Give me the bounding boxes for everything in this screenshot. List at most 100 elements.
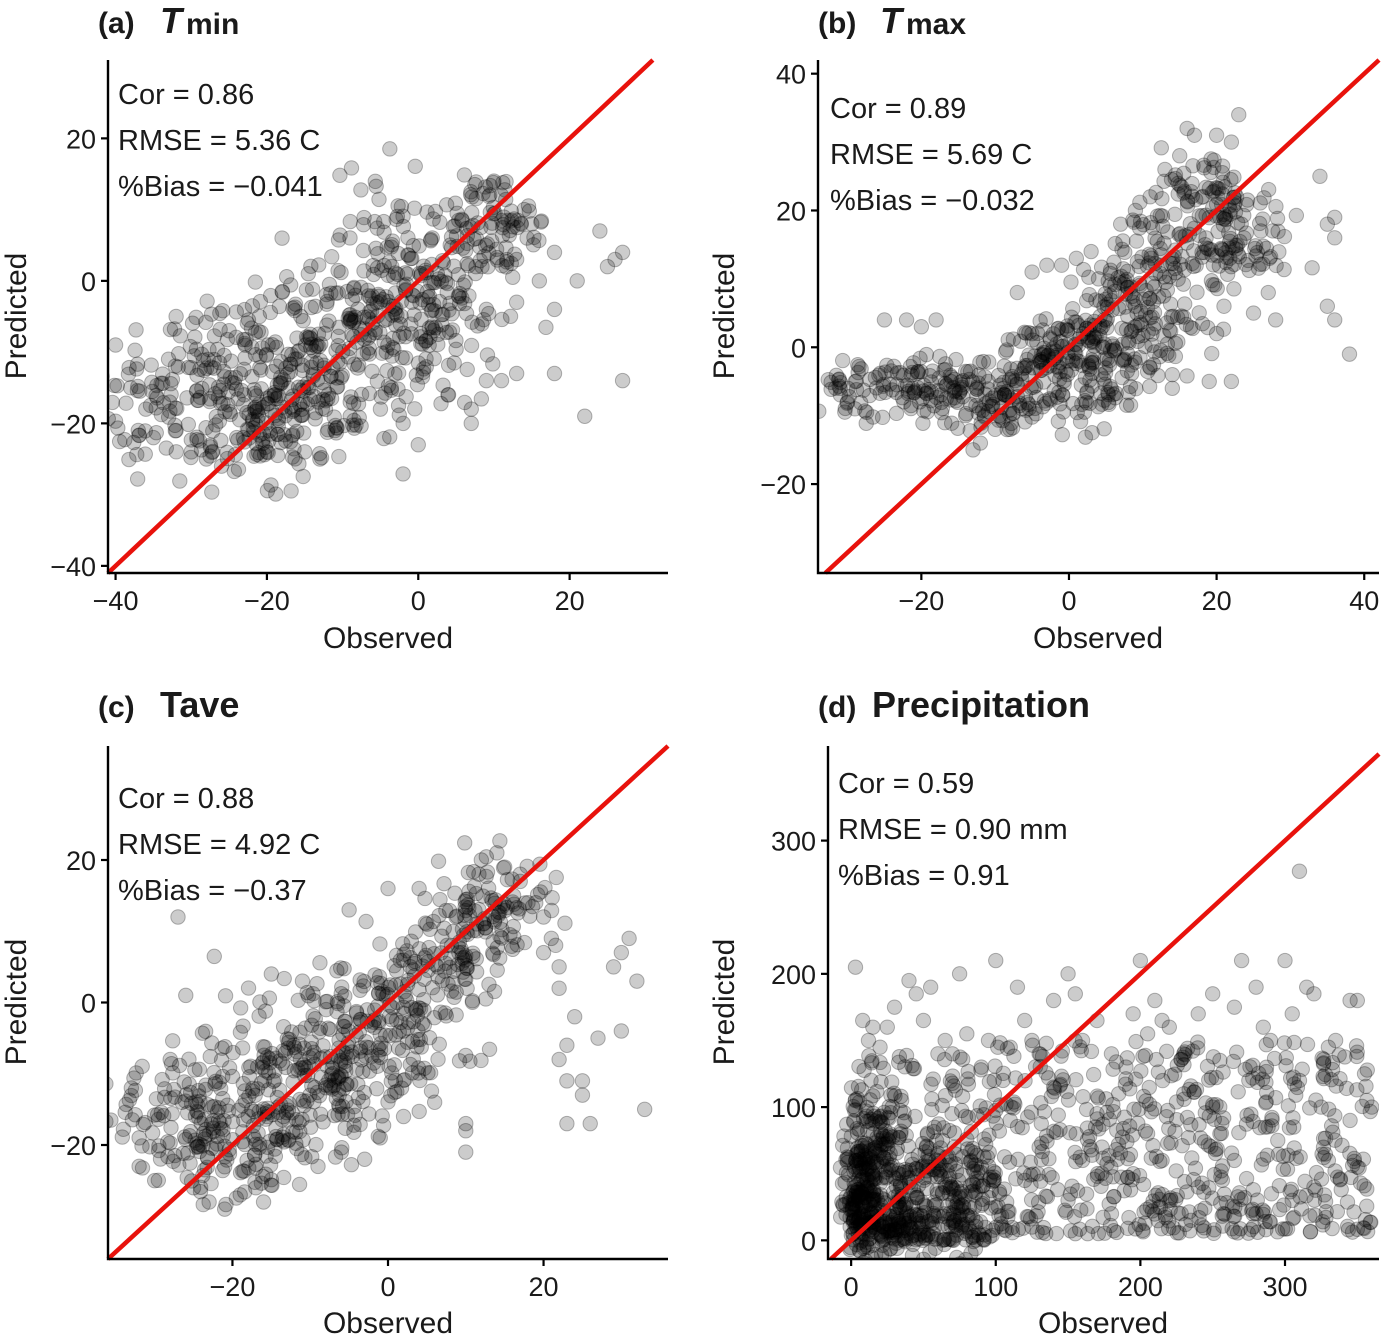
data-point <box>987 1058 1003 1074</box>
data-point <box>255 1038 271 1055</box>
data-point <box>1258 1094 1274 1110</box>
data-point <box>499 254 515 270</box>
data-point <box>1209 280 1225 297</box>
data-point <box>384 1065 400 1081</box>
data-point <box>108 413 124 429</box>
data-point <box>1349 1159 1366 1175</box>
data-point <box>249 403 265 420</box>
data-point <box>458 305 475 321</box>
data-point <box>869 1192 886 1209</box>
data-point <box>1167 206 1183 222</box>
data-point <box>861 1143 877 1159</box>
data-point <box>1141 290 1158 306</box>
data-point <box>983 1182 1000 1199</box>
data-point <box>250 1125 266 1141</box>
data-point <box>289 1140 305 1157</box>
data-point <box>370 1040 387 1056</box>
data-point <box>1133 303 1149 320</box>
data-point <box>289 1044 305 1060</box>
data-point <box>1079 385 1095 401</box>
data-point <box>283 1024 300 1040</box>
data-point <box>865 1183 882 1199</box>
data-point <box>919 1126 936 1143</box>
data-point <box>1073 377 1090 393</box>
data-point <box>858 1181 874 1198</box>
data-point <box>898 312 915 328</box>
data-point <box>1204 345 1220 362</box>
data-point <box>899 377 916 393</box>
data-point <box>371 288 387 304</box>
data-point <box>1156 173 1172 189</box>
data-point <box>254 435 271 452</box>
data-point <box>852 1154 868 1171</box>
data-point <box>232 1000 249 1016</box>
data-point <box>264 1177 280 1194</box>
data-point <box>189 429 205 445</box>
data-point <box>235 397 252 413</box>
data-point <box>878 1151 894 1167</box>
data-point <box>992 390 1008 406</box>
data-point <box>905 1199 921 1215</box>
data-point <box>283 277 299 293</box>
data-point <box>933 404 950 421</box>
data-point <box>217 988 234 1004</box>
data-point <box>484 233 500 249</box>
data-point <box>1103 381 1120 397</box>
data-point <box>393 1014 409 1031</box>
data-point <box>933 387 949 403</box>
data-point <box>306 388 322 405</box>
data-point <box>231 1102 247 1118</box>
data-point <box>253 362 269 378</box>
data-point <box>908 1187 925 1203</box>
data-point <box>884 382 901 398</box>
data-point <box>323 368 339 385</box>
data-point <box>191 433 208 449</box>
data-point <box>841 1190 858 1207</box>
data-point <box>1197 1200 1213 1216</box>
data-point <box>236 387 252 403</box>
data-point <box>270 418 286 434</box>
data-point <box>478 301 495 318</box>
data-point <box>1014 371 1030 387</box>
data-point <box>230 432 246 448</box>
data-point <box>891 1162 907 1178</box>
data-point <box>398 992 415 1009</box>
data-point <box>283 483 299 499</box>
data-point <box>1116 352 1132 368</box>
data-point <box>418 332 434 349</box>
y-tick-label: 200 <box>771 960 816 990</box>
data-point <box>256 1047 272 1063</box>
data-point <box>183 449 199 466</box>
data-point <box>294 973 311 989</box>
data-point <box>1215 174 1231 190</box>
data-point <box>1102 265 1118 282</box>
data-point <box>422 1065 439 1081</box>
data-point <box>969 381 985 397</box>
data-point <box>413 325 429 342</box>
data-point <box>858 415 874 432</box>
data-point <box>955 373 971 389</box>
data-point <box>302 1107 318 1123</box>
data-point <box>188 1139 205 1155</box>
data-point <box>947 1082 964 1098</box>
data-point <box>840 380 856 397</box>
y-tick-label: 20 <box>66 124 96 154</box>
data-point <box>889 1193 906 1209</box>
y-axis-title: Predicted <box>0 253 33 380</box>
data-point <box>1082 395 1098 412</box>
data-point <box>1123 323 1139 340</box>
data-point <box>1251 215 1268 232</box>
data-point <box>845 1214 861 1230</box>
data-point <box>828 367 845 384</box>
data-point <box>220 397 236 413</box>
x-tick-label: 0 <box>380 1272 395 1302</box>
data-point <box>489 939 506 956</box>
data-point <box>407 924 424 940</box>
data-point <box>130 378 146 395</box>
data-point <box>388 211 404 227</box>
data-point <box>312 1020 329 1037</box>
data-point <box>275 1018 292 1035</box>
data-point <box>1117 299 1133 315</box>
data-point <box>1110 269 1126 286</box>
data-point <box>333 1068 350 1084</box>
